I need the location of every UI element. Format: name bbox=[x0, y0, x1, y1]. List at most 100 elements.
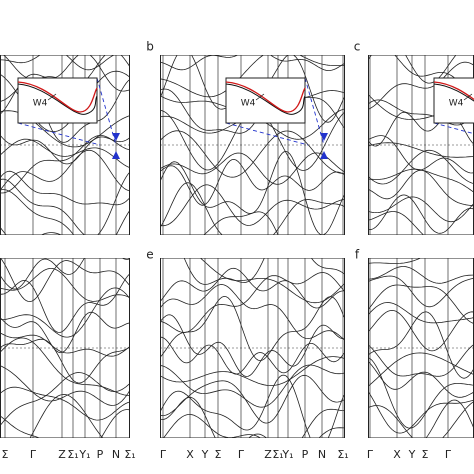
k-label: Σ bbox=[215, 448, 222, 461]
band bbox=[368, 302, 474, 324]
pointer bbox=[47, 93, 57, 101]
k-label: Γ bbox=[367, 448, 374, 461]
k-label: X bbox=[186, 448, 194, 461]
k-label: Σ bbox=[422, 448, 429, 461]
band bbox=[368, 149, 474, 185]
band bbox=[368, 352, 474, 387]
panel bbox=[160, 258, 345, 438]
inset-band bbox=[225, 83, 306, 115]
band bbox=[0, 287, 130, 338]
inset-label: W4 bbox=[33, 99, 48, 109]
k-label: Σ bbox=[2, 448, 9, 461]
band bbox=[368, 168, 474, 193]
band bbox=[368, 135, 474, 174]
band bbox=[160, 88, 345, 134]
band bbox=[0, 273, 130, 333]
k-label: Γ bbox=[445, 448, 452, 461]
panel-frame bbox=[0, 258, 130, 438]
k-label: N bbox=[112, 448, 120, 461]
band bbox=[0, 258, 130, 290]
k-label: Y bbox=[201, 448, 209, 461]
band bbox=[160, 295, 345, 362]
band bbox=[160, 267, 345, 309]
band bbox=[160, 55, 345, 98]
panel: W4 bbox=[160, 55, 345, 235]
k-label: Y₁ bbox=[78, 448, 90, 461]
band bbox=[160, 130, 344, 178]
inset-label: W4 bbox=[449, 99, 464, 109]
pointer bbox=[463, 93, 473, 101]
inset-band bbox=[225, 81, 306, 113]
band bbox=[368, 61, 474, 110]
k-label: Y₁ bbox=[281, 448, 293, 461]
band bbox=[0, 365, 130, 406]
band bbox=[425, 399, 474, 438]
band bbox=[0, 258, 130, 303]
band bbox=[368, 169, 474, 207]
guide bbox=[17, 122, 101, 146]
inset-band bbox=[17, 81, 98, 113]
band bbox=[160, 272, 345, 333]
panel bbox=[0, 258, 130, 438]
k-label: Γ bbox=[30, 448, 37, 461]
k-label: Σ₁ bbox=[337, 448, 348, 461]
band bbox=[368, 258, 422, 264]
band bbox=[160, 364, 345, 408]
band bbox=[0, 338, 130, 384]
band bbox=[0, 268, 130, 302]
panel-frame bbox=[0, 55, 130, 235]
band bbox=[160, 356, 345, 386]
k-label: Σ₁ bbox=[272, 448, 283, 461]
band bbox=[160, 374, 345, 438]
band bbox=[0, 337, 130, 396]
band bbox=[160, 182, 345, 235]
band bbox=[368, 391, 474, 434]
k-label: Σ₁ bbox=[67, 448, 78, 461]
band bbox=[163, 414, 345, 438]
band bbox=[368, 357, 474, 429]
band bbox=[368, 361, 474, 398]
band bbox=[368, 275, 474, 308]
band bbox=[0, 149, 130, 192]
pointer bbox=[255, 93, 265, 101]
k-label: Z bbox=[264, 448, 272, 461]
band bbox=[368, 309, 474, 352]
k-label: N bbox=[318, 448, 326, 461]
band bbox=[0, 55, 115, 71]
band bbox=[29, 394, 104, 438]
band bbox=[160, 336, 345, 375]
band bbox=[160, 158, 345, 206]
k-label: X bbox=[393, 448, 401, 461]
band bbox=[368, 311, 474, 379]
arrow bbox=[320, 151, 328, 159]
arrow bbox=[112, 133, 120, 141]
band bbox=[368, 196, 474, 223]
k-label: Y bbox=[408, 448, 416, 461]
k-label: Γ bbox=[238, 448, 245, 461]
band bbox=[0, 332, 130, 357]
band bbox=[202, 211, 279, 235]
band bbox=[0, 170, 130, 206]
band bbox=[160, 55, 345, 71]
band bbox=[368, 194, 474, 234]
panel-label: e bbox=[146, 248, 153, 262]
panel-label: c bbox=[354, 40, 361, 54]
guide bbox=[433, 122, 474, 135]
panel: W4 bbox=[368, 55, 474, 235]
panel-frame bbox=[160, 55, 345, 235]
panel-frame bbox=[160, 258, 345, 438]
band bbox=[160, 152, 345, 185]
band bbox=[0, 226, 121, 235]
band bbox=[160, 184, 345, 227]
band bbox=[160, 284, 345, 340]
band bbox=[368, 142, 474, 158]
k-label: Z bbox=[58, 448, 66, 461]
inset-band bbox=[433, 83, 474, 102]
k-label: Σ₁ bbox=[124, 448, 135, 461]
band bbox=[0, 189, 130, 235]
band bbox=[160, 314, 345, 377]
band bbox=[368, 99, 474, 126]
inset-band bbox=[17, 83, 98, 115]
band bbox=[0, 386, 130, 421]
